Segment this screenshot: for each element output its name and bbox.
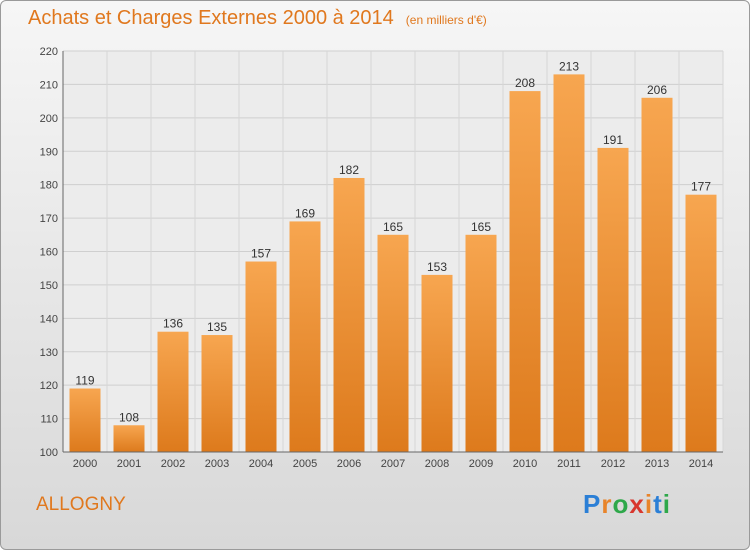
- bar-2005: [289, 221, 321, 452]
- x-tick-label: 2011: [557, 458, 581, 470]
- data-label: 177: [691, 180, 711, 194]
- bars: [69, 74, 717, 453]
- bar-2007: [377, 234, 409, 452]
- bar-2003: [201, 335, 233, 452]
- x-tick-label: 2004: [249, 458, 273, 470]
- data-label: 135: [207, 320, 227, 334]
- logo-letter: P: [583, 489, 602, 519]
- x-tick-label: 2001: [117, 458, 141, 470]
- data-label: 119: [75, 374, 94, 388]
- bar-2011: [553, 74, 585, 453]
- chart-subtitle: (en milliers d'€): [405, 13, 487, 27]
- logo-letter: r: [601, 489, 613, 519]
- y-tick-label: 140: [40, 313, 58, 325]
- x-tick-label: 2003: [205, 458, 229, 470]
- logo-letter: t: [653, 489, 663, 519]
- bar-2014: [685, 194, 717, 453]
- labels: 100 110 120 130 140 150 160 170 180 190 200 210 220 1…: [40, 46, 714, 470]
- x-tick-label: 2005: [293, 458, 317, 470]
- bar-2006: [333, 177, 365, 452]
- bar-2013: [641, 97, 673, 453]
- bar-2010: [509, 91, 541, 452]
- y-tick-label: 130: [40, 347, 58, 359]
- y-tick-label: 210: [40, 79, 58, 91]
- data-label: 182: [339, 163, 359, 177]
- data-label: 165: [471, 220, 491, 234]
- bar-2008: [421, 274, 453, 452]
- logo-letter: i: [644, 489, 654, 519]
- x-tick-label: 2008: [425, 458, 449, 470]
- chart-title: Achats et Charges Externes 2000 à 2014: [28, 7, 394, 29]
- x-tick-label: 2014: [689, 458, 713, 470]
- bar-2002: [157, 331, 189, 452]
- y-tick-label: 220: [40, 46, 58, 58]
- x-tick-label: 2006: [337, 458, 361, 470]
- y-tick-label: 150: [40, 280, 58, 292]
- y-tick-label: 110: [40, 414, 58, 426]
- bar-2009: [465, 234, 497, 452]
- bar-2012: [597, 147, 629, 453]
- bar-2001: [113, 425, 145, 452]
- data-label: 136: [163, 317, 183, 331]
- data-label: 157: [251, 247, 271, 261]
- data-label: 206: [647, 83, 667, 97]
- x-tick-label: 2009: [469, 458, 493, 470]
- x-tick-label: 2002: [161, 458, 185, 470]
- data-label: 208: [515, 76, 535, 90]
- data-label: 108: [119, 410, 139, 424]
- y-tick-label: 200: [40, 113, 58, 125]
- y-tick-label: 160: [40, 247, 58, 259]
- logo-letter: i: [662, 489, 671, 519]
- data-label: 191: [603, 133, 623, 147]
- logo-letter: x: [629, 489, 645, 519]
- title-row: Achats et Charges Externes 2000 à 2014 (…: [28, 7, 487, 30]
- x-tick-label: 2007: [381, 458, 405, 470]
- logo-letter: o: [612, 489, 630, 519]
- y-tick-label: 100: [40, 447, 58, 459]
- bar-2004: [245, 261, 277, 452]
- data-label: 213: [559, 59, 579, 73]
- data-label: 165: [383, 220, 403, 234]
- y-tick-label: 190: [40, 146, 58, 158]
- x-tick-label: 2010: [513, 458, 537, 470]
- y-tick-label: 170: [40, 213, 58, 225]
- y-tick-label: 180: [40, 180, 58, 192]
- x-tick-label: 2013: [645, 458, 669, 470]
- x-tick-label: 2012: [601, 458, 625, 470]
- x-tick-label: 2000: [73, 458, 97, 470]
- data-label: 153: [427, 260, 447, 274]
- proxiti-logo: Proxiti: [583, 489, 671, 520]
- commune-name: ALLOGNY: [36, 494, 126, 515]
- axes: [62, 51, 723, 453]
- bar-2000: [69, 388, 101, 452]
- data-label: 169: [295, 206, 315, 220]
- y-tick-label: 120: [40, 380, 58, 392]
